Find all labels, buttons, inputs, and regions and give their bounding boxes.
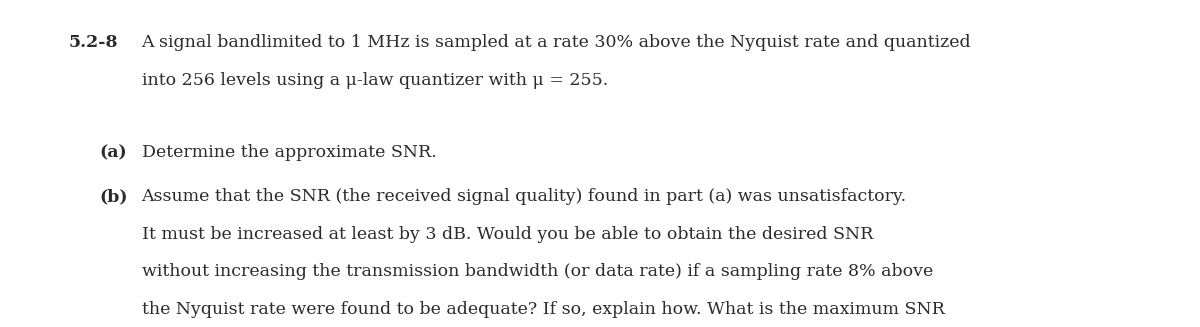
Text: 5.2-8: 5.2-8 (68, 34, 118, 51)
Text: A signal bandlimited to 1 MHz is sampled at a rate 30% above the Nyquist rate an: A signal bandlimited to 1 MHz is sampled… (142, 34, 971, 51)
Text: (b): (b) (100, 188, 128, 205)
Text: without increasing the transmission bandwidth (or data rate) if a sampling rate : without increasing the transmission band… (142, 263, 932, 280)
Text: Determine the approximate SNR.: Determine the approximate SNR. (142, 144, 437, 161)
Text: Assume that the SNR (the received signal quality) found in part (a) was unsatisf: Assume that the SNR (the received signal… (142, 188, 907, 205)
Text: It must be increased at least by 3 dB. Would you be able to obtain the desired S: It must be increased at least by 3 dB. W… (142, 226, 872, 243)
Text: into 256 levels using a μ-law quantizer with μ = 255.: into 256 levels using a μ-law quantizer … (142, 72, 608, 89)
Text: the Nyquist rate were found to be adequate? If so, explain how. What is the maxi: the Nyquist rate were found to be adequa… (142, 301, 944, 318)
Text: (a): (a) (100, 144, 127, 161)
